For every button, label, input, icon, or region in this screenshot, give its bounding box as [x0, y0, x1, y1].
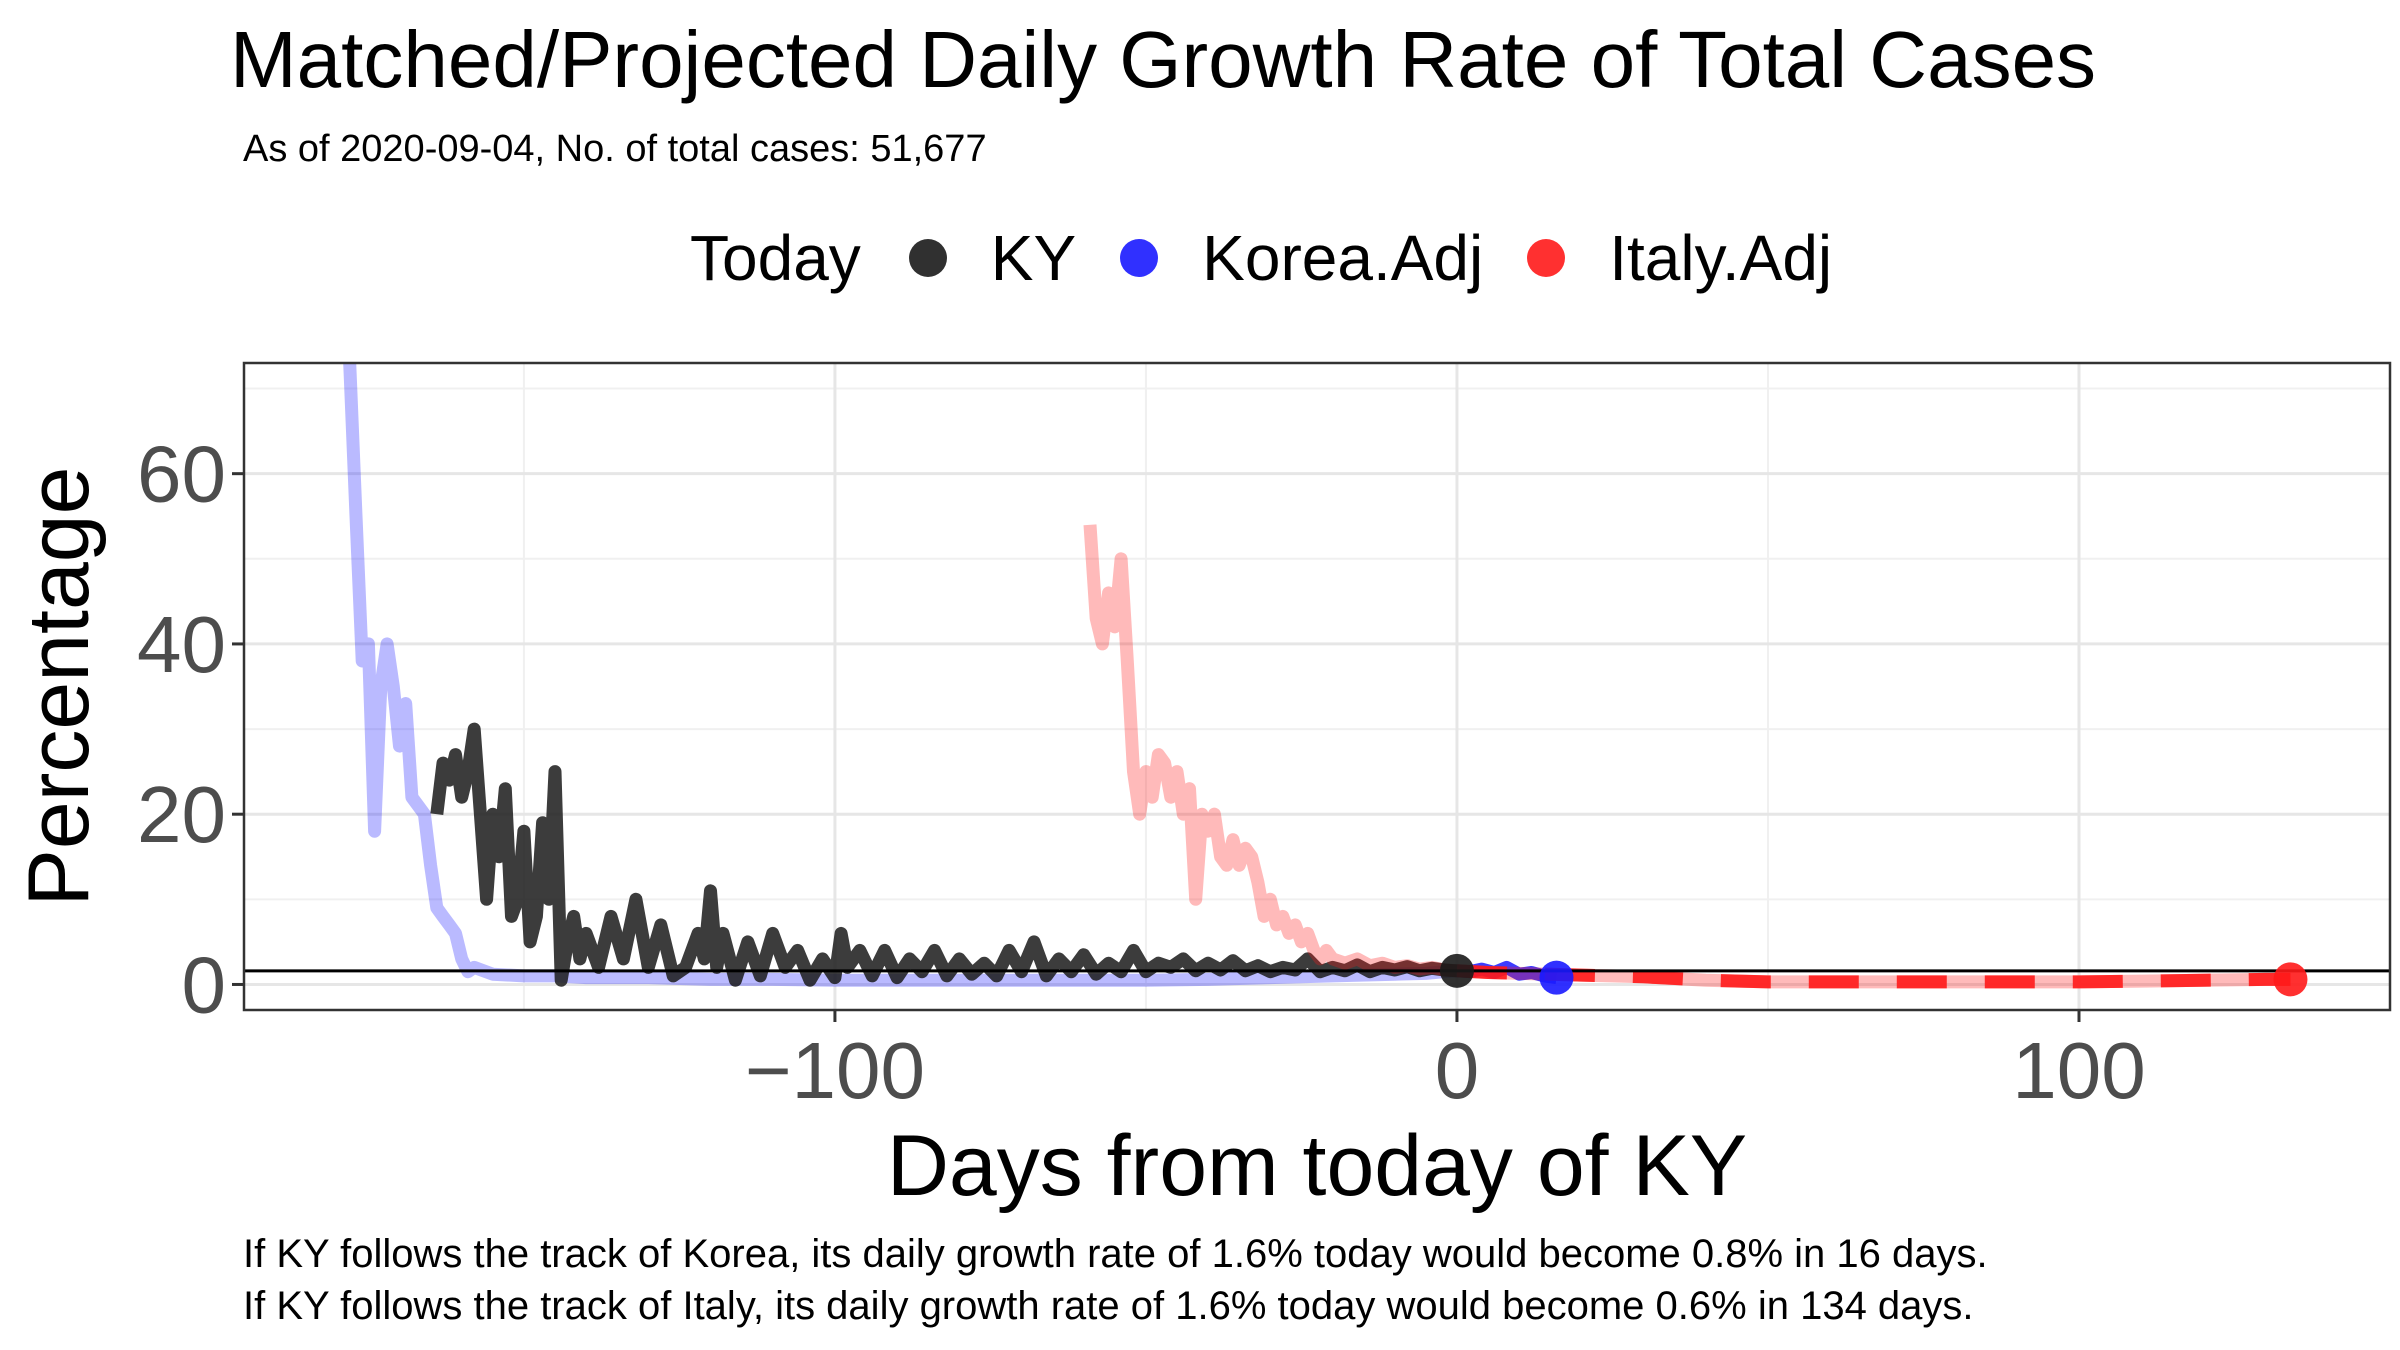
legend-label-italy: Italy.Adj: [1609, 222, 1833, 294]
chart-title: Matched/Projected Daily Growth Rate of T…: [230, 15, 2097, 104]
legend: Today KY Korea.Adj Italy.Adj: [690, 218, 1876, 298]
x-tick-label: 0: [1435, 1026, 1480, 1115]
y-tick-label: 60: [137, 430, 226, 519]
plot-panel-border: [242, 361, 2392, 1012]
caption-line-italy: If KY follows the track of Italy, its da…: [243, 1284, 1974, 1328]
legend-item-ky: KY: [908, 221, 1077, 295]
point-korea-adj: [1539, 960, 1574, 995]
legend-dot-italy: [1527, 239, 1566, 277]
x-tick-label: −100: [745, 1026, 925, 1115]
legend-label-ky: KY: [990, 222, 1077, 294]
caption-line-korea: If KY follows the track of Korea, its da…: [243, 1232, 1988, 1276]
series-line-korea-adj: [343, 363, 1458, 987]
series-line-italy-adj: [1083, 524, 1458, 978]
legend-dot-korea: [1120, 239, 1159, 277]
axes: −100 0 100 0 20 40 60 Days from today of KY Perc…: [11, 430, 2146, 1214]
y-tick-label: 40: [137, 600, 226, 689]
legend-label-korea: Korea.Adj: [1202, 222, 1484, 294]
grid-lines: [244, 363, 2390, 1010]
point-italy-adj: [2273, 962, 2308, 997]
legend-item-italy: Italy.Adj: [1527, 221, 1832, 295]
today-points: [1439, 953, 2308, 997]
legend-dot-ky: [908, 239, 947, 277]
legend-item-korea: Korea.Adj: [1120, 221, 1483, 295]
caption: If KY follows the track of Korea, its da…: [243, 1228, 1988, 1332]
point-ky: [1439, 953, 1474, 988]
series-line-ky: [430, 722, 1458, 987]
x-axis-title: Days from today of KY: [887, 1118, 1747, 1214]
x-tick-label: 100: [2012, 1026, 2145, 1115]
y-axis-title: Percentage: [11, 467, 107, 907]
y-tick-label: 20: [137, 770, 226, 859]
legend-title: Today: [690, 222, 861, 294]
plot-background: [244, 363, 2390, 1010]
y-tick-label: 0: [182, 940, 227, 1029]
chart-subtitle: As of 2020-09-04, No. of total cases: 51…: [243, 128, 987, 170]
